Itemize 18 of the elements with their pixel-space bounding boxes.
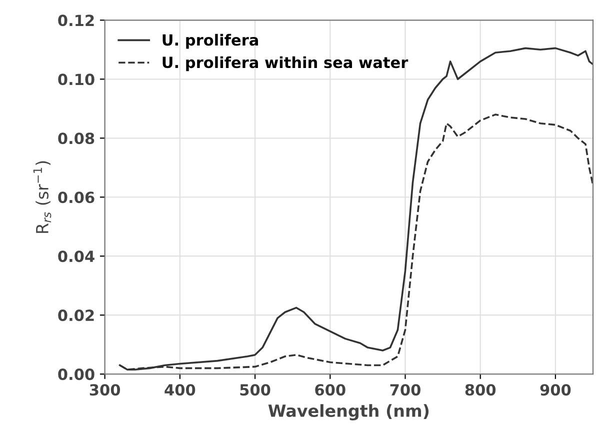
y-axis-title: R$_{rs}$ (sr$^{−1}$) [33, 161, 52, 233]
x-tick-label: 400 [164, 384, 196, 396]
y-tick-label: 0.08 [58, 132, 94, 144]
x-tick-label: 700 [390, 384, 420, 396]
legend-label: U. prolifera [162, 34, 258, 49]
y-tick-label: 0.06 [58, 192, 94, 204]
y-tick-label: 0.10 [58, 74, 94, 86]
legend-label: U. prolifera within sea water [162, 56, 408, 72]
y-tick-label: 0.04 [58, 250, 94, 262]
x-axis-title: Wavelength (nm) [268, 404, 429, 420]
x-tick-label: 500 [240, 384, 270, 396]
x-tick-label: 900 [540, 384, 571, 396]
y-tick-label: 0.00 [58, 368, 94, 380]
y-tick-label: 0.12 [58, 14, 94, 26]
x-tick-label: 300 [90, 384, 120, 396]
y-tick-label: 0.02 [58, 310, 94, 322]
x-tick-label: 600 [315, 384, 346, 396]
x-tick-label: 800 [465, 384, 496, 396]
